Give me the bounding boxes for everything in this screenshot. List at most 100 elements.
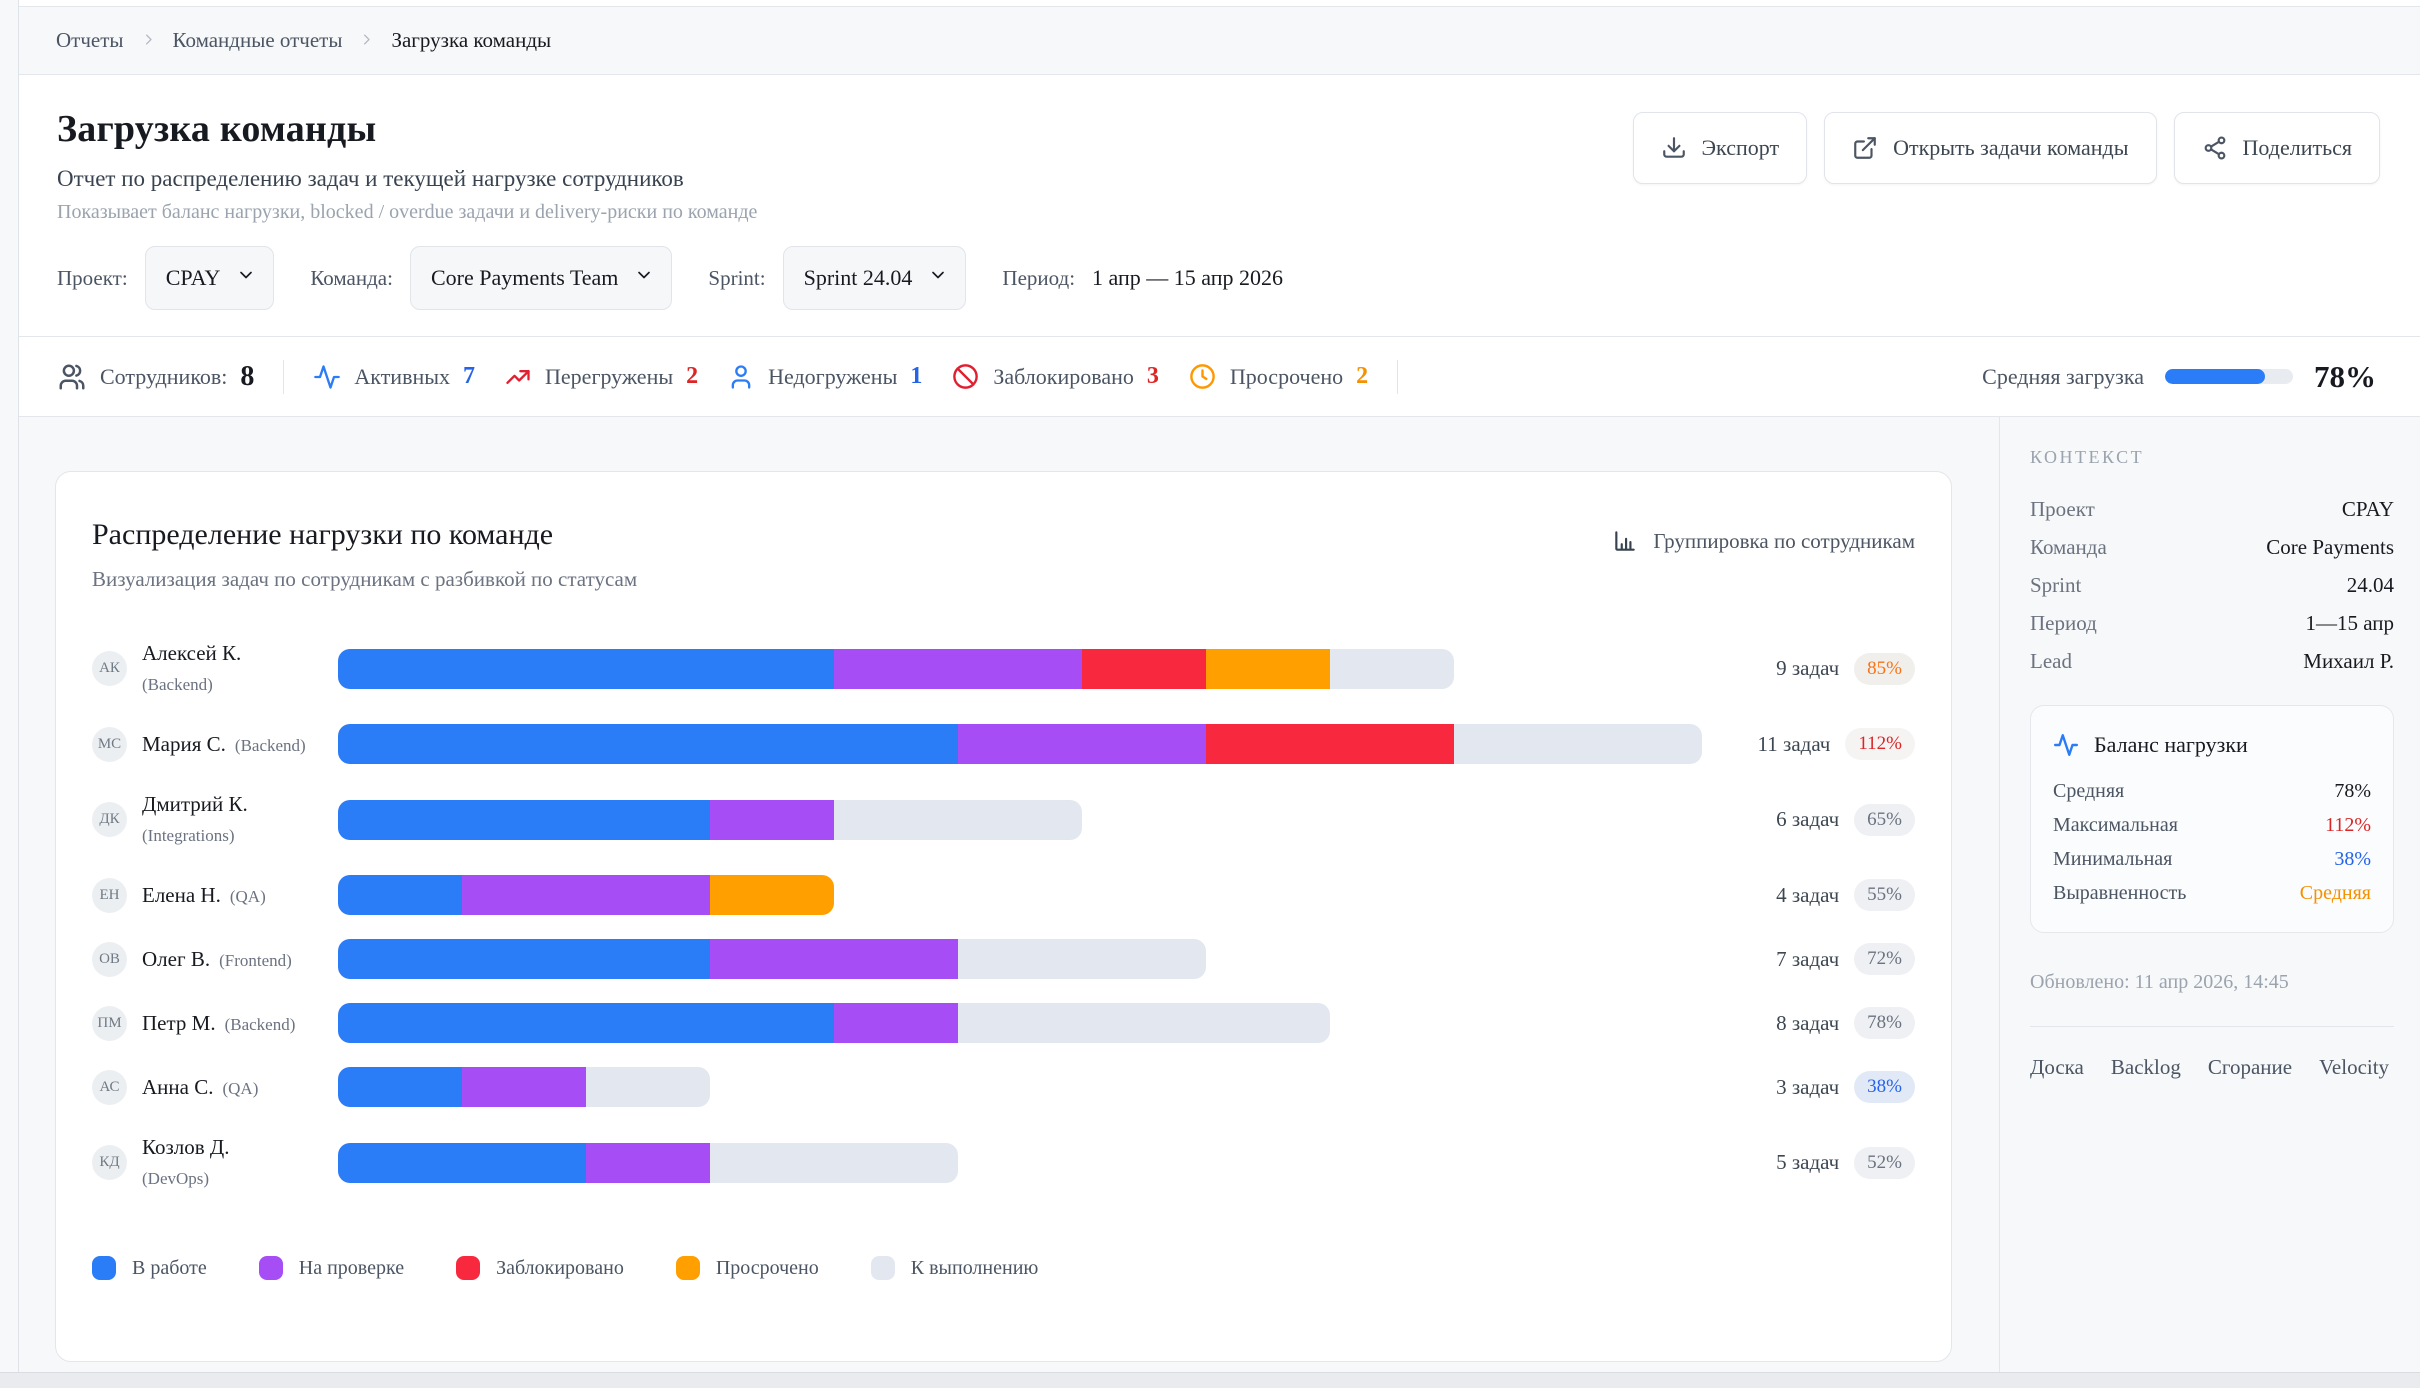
stacked-bar bbox=[338, 649, 1454, 689]
member-name: Козлов Д. bbox=[142, 1135, 229, 1159]
period-value: 1 апр — 15 апр 2026 bbox=[1092, 265, 1283, 291]
stacked-bar bbox=[338, 875, 834, 915]
bar-cell bbox=[338, 939, 1700, 979]
task-count: 5 задач bbox=[1776, 1150, 1839, 1175]
sidebar-link[interactable]: Доска bbox=[2030, 1055, 2084, 1080]
task-count: 3 задач bbox=[1776, 1075, 1839, 1100]
row-counts: 8 задач78% bbox=[1700, 1007, 1915, 1039]
stat-label: Просрочено bbox=[1230, 364, 1343, 390]
stats-separator bbox=[1397, 360, 1398, 394]
bar-segment-review bbox=[834, 1003, 958, 1043]
context-label: Lead bbox=[2030, 642, 2072, 680]
legend-swatch bbox=[92, 1256, 116, 1280]
share-button[interactable]: Поделиться bbox=[2174, 112, 2381, 184]
bar-cell bbox=[338, 649, 1700, 689]
open-team-tasks-button[interactable]: Открыть задачи команды bbox=[1824, 112, 2156, 184]
bar-cell bbox=[338, 1143, 1700, 1183]
chart-subtitle: Визуализация задач по сотрудникам с разб… bbox=[92, 567, 637, 592]
legend-label: Просрочено bbox=[716, 1257, 819, 1280]
chevron-down-icon bbox=[928, 265, 948, 291]
workload-row: ПМПетр М.(Backend)8 задач78% bbox=[92, 991, 1915, 1055]
team-filter-select[interactable]: Core Payments Team bbox=[410, 246, 672, 310]
task-count: 8 задач bbox=[1776, 1011, 1839, 1036]
member-role: (Backend) bbox=[142, 670, 338, 700]
member-role: (DevOps) bbox=[142, 1164, 338, 1194]
bar-segment-review bbox=[710, 939, 958, 979]
context-row: Период1—15 апр bbox=[2030, 604, 2394, 642]
page-title: Загрузка команды bbox=[57, 107, 757, 151]
breadcrumb-item: Загрузка команды bbox=[391, 28, 551, 53]
row-counts: 6 задач 65% bbox=[1700, 804, 1915, 836]
context-value: 24.04 bbox=[2347, 566, 2394, 604]
avatar: ПМ bbox=[92, 1006, 127, 1041]
average-load-label: Средняя загрузка bbox=[1982, 364, 2144, 390]
load-badge: 38% bbox=[1854, 1071, 1915, 1103]
context-title: КОНТЕКСТ bbox=[2030, 447, 2394, 468]
chart-card-header: Распределение нагрузки по команде Визуал… bbox=[92, 518, 1915, 592]
clock-icon bbox=[1188, 362, 1217, 391]
avatar: МС bbox=[92, 727, 127, 762]
team-filter: Команда: Core Payments Team bbox=[310, 246, 672, 310]
load-badge: 65% bbox=[1854, 804, 1915, 836]
avatar: АК bbox=[92, 651, 127, 686]
bar-segment-in-progress bbox=[338, 939, 710, 979]
member-label: Мария С.(Backend) bbox=[142, 728, 338, 761]
avatar: ЕН bbox=[92, 878, 127, 913]
legend-label: К выполнению bbox=[911, 1257, 1039, 1280]
project-filter-select[interactable]: CPAY bbox=[145, 246, 275, 310]
user-icon bbox=[727, 363, 755, 391]
sidebar-links: Доска Backlog Сгорание Velocity bbox=[2030, 1055, 2394, 1080]
bar-segment-in-progress bbox=[338, 1143, 586, 1183]
member-name: Елена Н. bbox=[142, 883, 221, 907]
external-link-icon bbox=[1852, 135, 1878, 161]
sidebar-link[interactable]: Backlog bbox=[2111, 1055, 2181, 1080]
workload-row: ОВОлег В.(Frontend)7 задач72% bbox=[92, 927, 1915, 991]
stats-bar: Сотрудников:8Активных7Перегружены2Недогр… bbox=[19, 337, 2420, 417]
breadcrumb-item[interactable]: Отчеты bbox=[56, 28, 124, 53]
team-load-report-page: Отчеты Командные отчеты Загрузка команды З… bbox=[0, 0, 2420, 1388]
filter-label: Период: bbox=[1002, 266, 1075, 291]
stat-value: 3 bbox=[1147, 363, 1159, 390]
bar-segment-blocked bbox=[1206, 724, 1454, 764]
breadcrumb-item[interactable]: Командные отчеты bbox=[173, 28, 343, 53]
task-count: 9 задач bbox=[1776, 656, 1839, 681]
sidebar-link[interactable]: Velocity bbox=[2319, 1055, 2389, 1080]
grouping-control[interactable]: Группировка по сотрудникам bbox=[1612, 518, 1915, 554]
stat-blocked: Заблокировано3 bbox=[951, 362, 1159, 391]
header-actions: Экспорт Открыть задачи команды Поделиться bbox=[1633, 107, 2380, 184]
select-value: Core Payments Team bbox=[431, 265, 618, 291]
export-button[interactable]: Экспорт bbox=[1633, 112, 1808, 184]
task-count: 6 задач bbox=[1776, 807, 1839, 832]
member-name: Анна С. bbox=[142, 1075, 213, 1099]
row-counts: 3 задач 38% bbox=[1700, 1071, 1915, 1103]
workload-chart-card: Распределение нагрузки по команде Визуал… bbox=[55, 471, 1952, 1362]
bar-segment-todo bbox=[958, 939, 1206, 979]
average-load-progressbar bbox=[2165, 369, 2293, 384]
stat-value: 8 bbox=[240, 361, 254, 393]
filter-label: Команда: bbox=[310, 266, 393, 291]
chevron-right-icon bbox=[141, 28, 156, 53]
stat-value: 2 bbox=[686, 363, 698, 390]
balance-value: 38% bbox=[2334, 842, 2371, 876]
chevron-down-icon bbox=[236, 265, 256, 291]
balance-value: Средняя bbox=[2300, 876, 2371, 910]
task-count: 11 задач bbox=[1758, 732, 1831, 757]
balance-rows: Средняя78%Максимальная112%Минимальная38%… bbox=[2053, 774, 2371, 910]
balance-row: Минимальная38% bbox=[2053, 842, 2371, 876]
stat-label: Сотрудников: bbox=[100, 364, 227, 390]
balance-card: Баланс нагрузки Средняя78%Максимальная11… bbox=[2030, 705, 2394, 933]
bar-segment-review bbox=[586, 1143, 710, 1183]
legend-item-in-progress: В работе bbox=[92, 1256, 207, 1280]
button-label: Поделиться bbox=[2243, 135, 2353, 161]
bar-segment-todo bbox=[586, 1067, 710, 1107]
button-label: Экспорт bbox=[1702, 135, 1780, 161]
sprint-filter-select[interactable]: Sprint 24.04 bbox=[783, 246, 967, 310]
sidebar-link[interactable]: Сгорание bbox=[2208, 1055, 2292, 1080]
workload-row: АКАлексей К.(Backend)9 задач85% bbox=[92, 625, 1915, 712]
avatar: АС bbox=[92, 1070, 127, 1105]
load-badge: 55% bbox=[1854, 879, 1915, 911]
balance-label: Средняя bbox=[2053, 774, 2124, 808]
avatar: КД bbox=[92, 1145, 127, 1180]
avatar: ДК bbox=[92, 802, 127, 837]
context-label: Команда bbox=[2030, 528, 2107, 566]
